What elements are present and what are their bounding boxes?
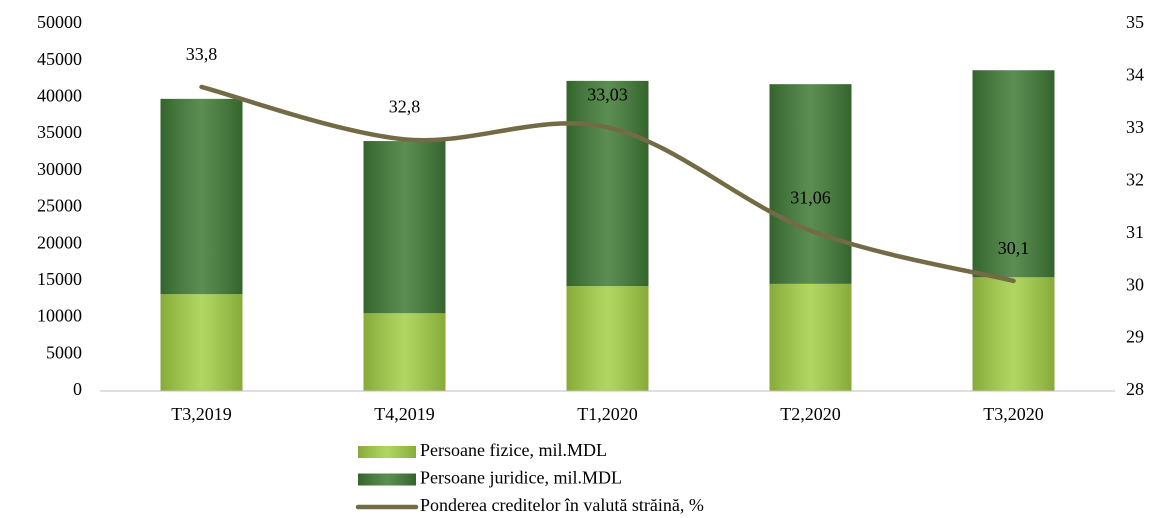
y-tick-label: 25000 [37, 196, 82, 216]
bar-shine [363, 313, 446, 391]
bar-shine [972, 70, 1055, 278]
data-label: 32,8 [389, 96, 421, 116]
data-label: 30,1 [998, 238, 1030, 258]
y-tick-label: 15000 [37, 269, 82, 289]
y2-tick-label: 30 [1126, 274, 1144, 294]
y-tick-label: 35000 [37, 122, 82, 142]
legend-shine [358, 473, 416, 486]
bar-shine [769, 84, 852, 284]
legend-shine [358, 446, 416, 458]
y2-tick-label: 33 [1126, 117, 1144, 137]
y-tick-label: 45000 [37, 49, 82, 69]
bar-shine [566, 286, 649, 391]
y-tick-label: 50000 [37, 12, 82, 32]
x-tick-label: T3,2019 [171, 404, 232, 424]
y-tick-label: 20000 [37, 232, 82, 252]
legend-label: Persoane juridice, mil.MDL [420, 468, 622, 488]
y2-tick-label: 35 [1126, 12, 1144, 32]
line [199, 84, 1016, 284]
x-tick-label: T2,2020 [780, 404, 841, 424]
bar-shine [769, 283, 852, 391]
data-label: 31,06 [790, 188, 831, 208]
bar-shine [160, 98, 243, 295]
legend-label: Ponderea creditelor în valută străină, % [420, 495, 704, 515]
data-label: 33,8 [186, 44, 218, 64]
y-tick-label: 0 [73, 379, 82, 399]
y2-tick-label: 29 [1126, 327, 1144, 347]
x-tick-label: T1,2020 [577, 404, 638, 424]
x-tick-label: T3,2020 [983, 404, 1044, 424]
y2-tick-label: 28 [1126, 379, 1144, 399]
y-tick-label: 10000 [37, 306, 82, 326]
bar-shine [160, 294, 243, 391]
data-label: 33,03 [587, 84, 628, 104]
y-tick-label: 5000 [46, 342, 82, 362]
bar-shine [972, 277, 1055, 391]
x-tick-label: T4,2019 [374, 404, 435, 424]
y2-tick-label: 34 [1126, 65, 1144, 85]
y2-tick-label: 32 [1126, 169, 1144, 189]
bar-shine [363, 141, 446, 314]
y-tick-label: 40000 [37, 86, 82, 106]
y-tick-label: 30000 [37, 159, 82, 179]
y2-tick-label: 31 [1126, 222, 1144, 242]
legend-label: Persoane fizice, mil.MDL [420, 440, 607, 460]
bar-shine [566, 80, 649, 287]
